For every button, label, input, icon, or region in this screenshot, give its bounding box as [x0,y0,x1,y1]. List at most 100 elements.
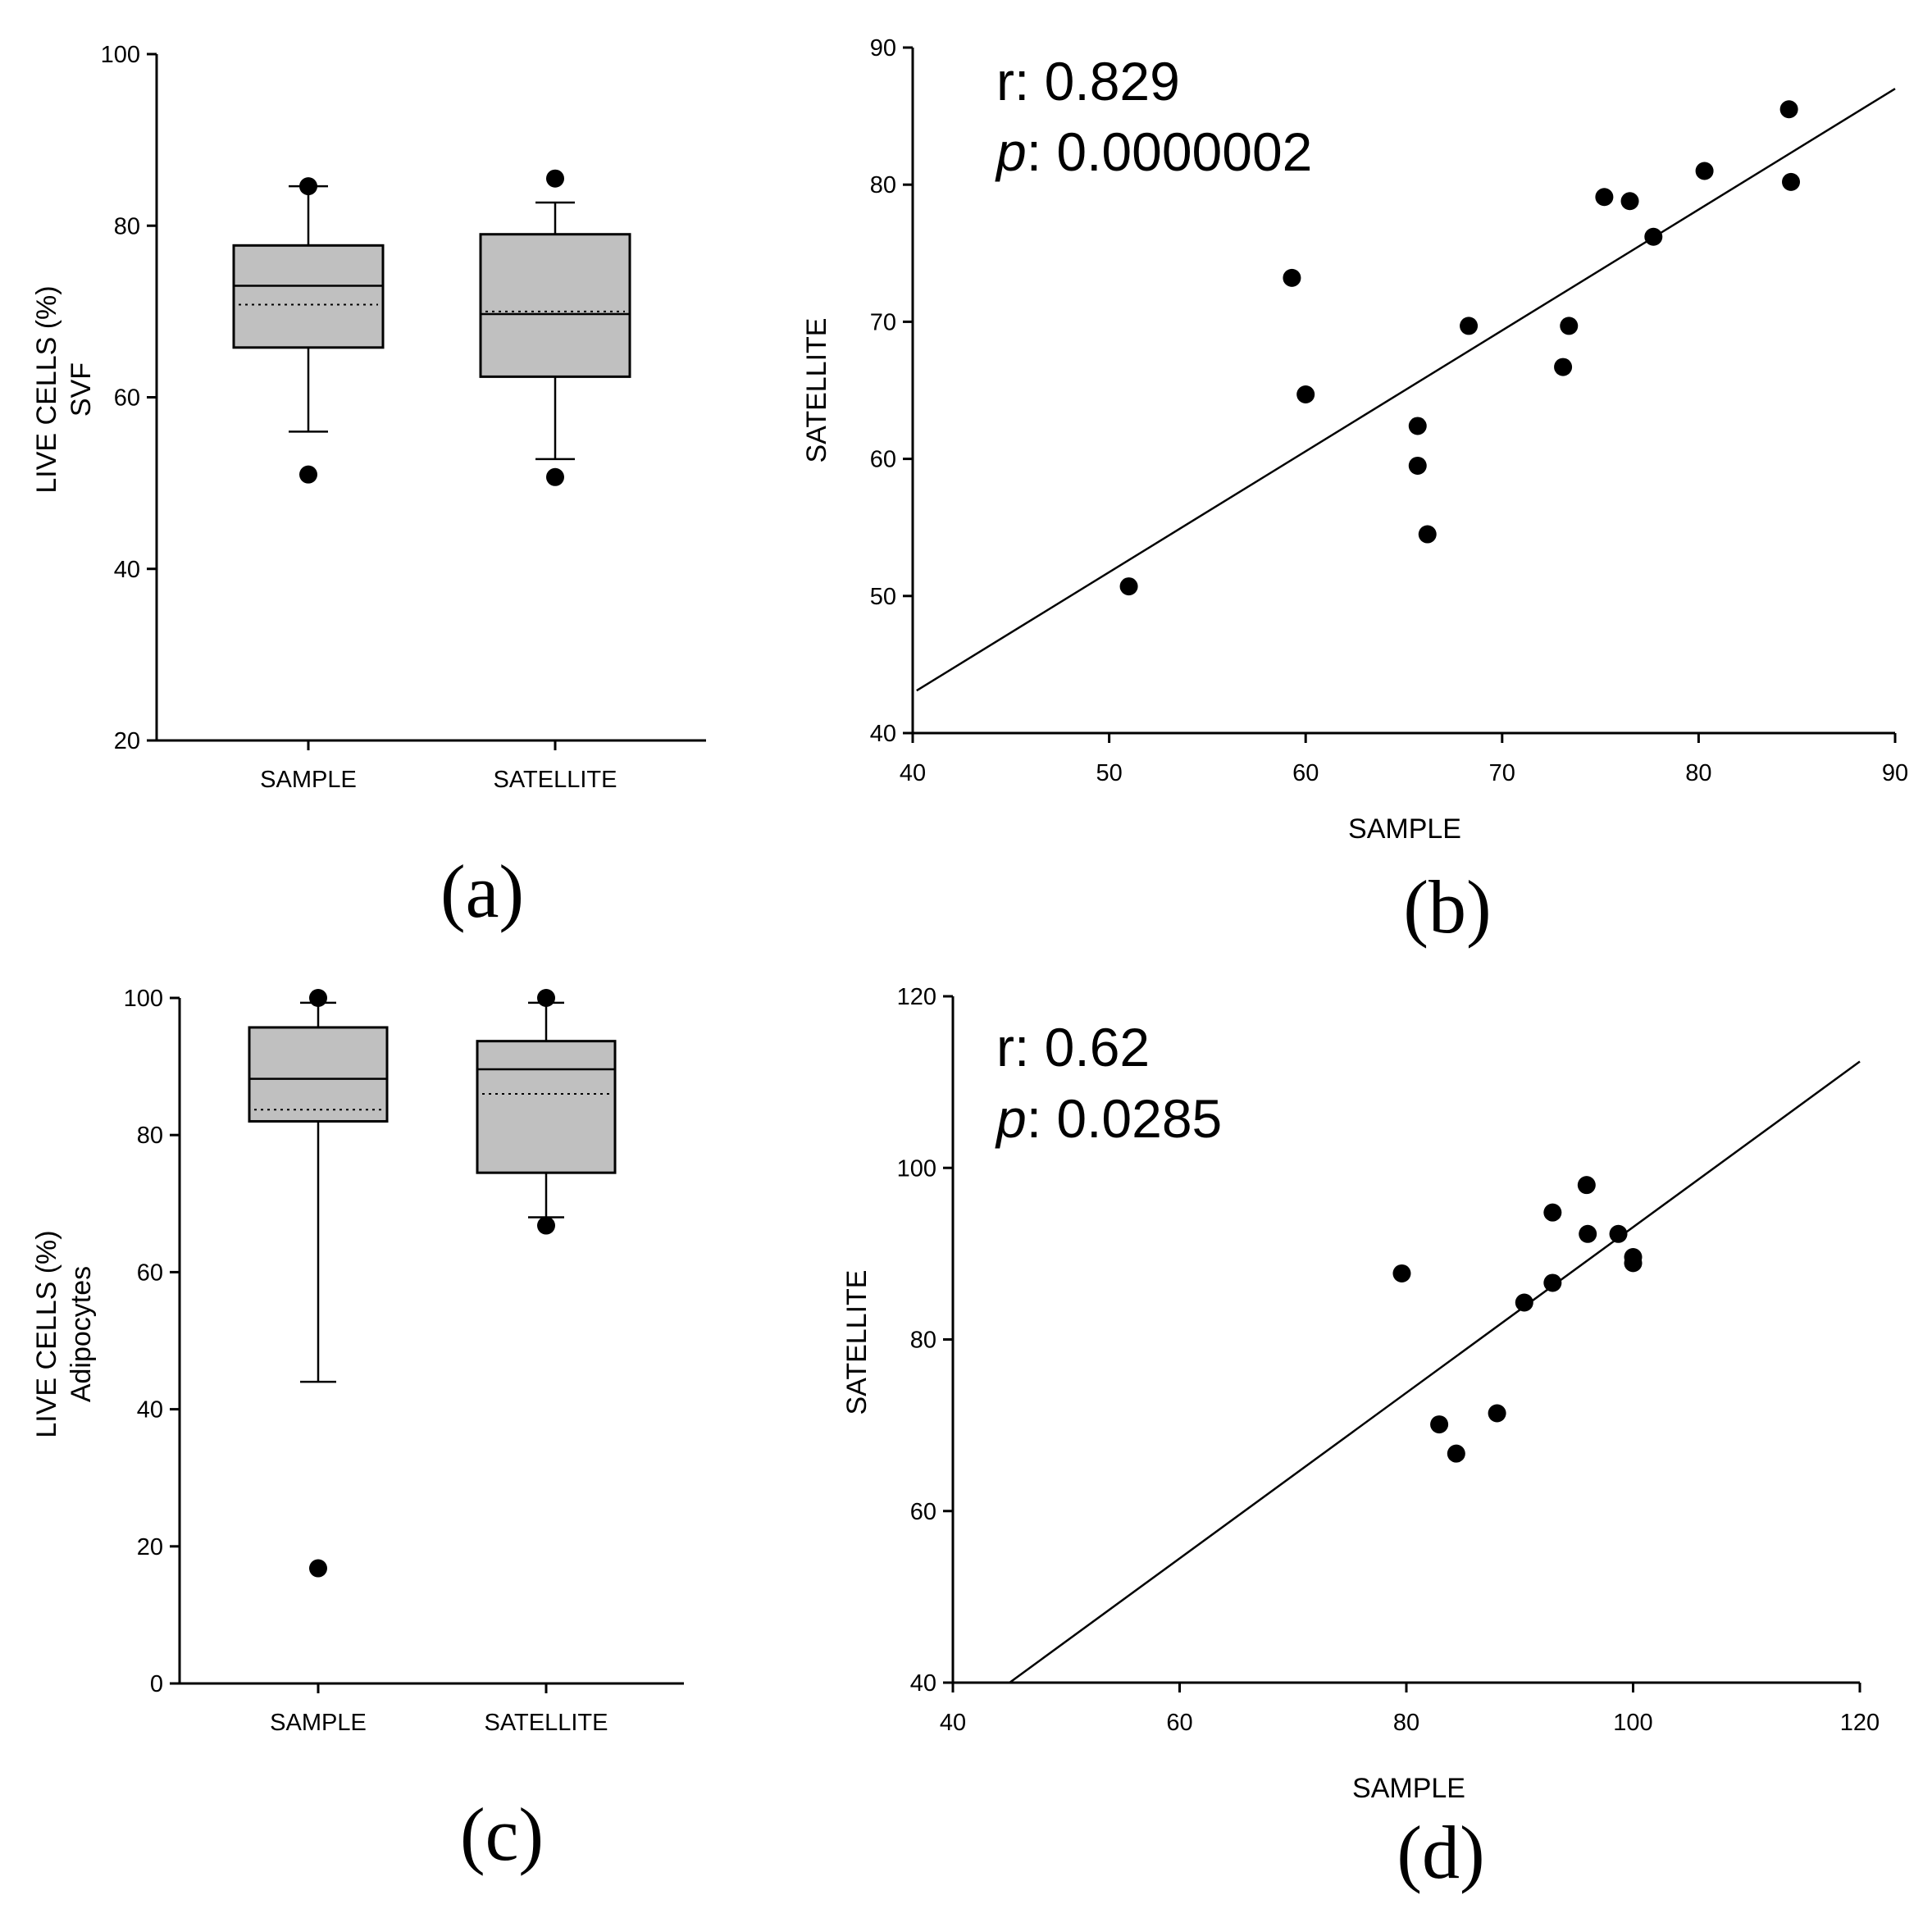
panel-d-scatter-plot: SAMPLE SATELLITE r: 0.62 p: 0.0285 (d) 4… [841,984,1880,1894]
y-tick-label: 80 [137,1123,163,1149]
scatter-point [1609,1224,1628,1243]
x-tick-label: 40 [900,760,926,786]
x-tick-label: 60 [1166,1710,1192,1736]
scatter-point [1392,1264,1411,1282]
panel-b-p-symbol: p [995,121,1027,182]
scatter-point [1579,1224,1597,1243]
scatter-point [1119,577,1138,596]
x-category-label: SAMPLE [260,767,357,793]
panel-b-r-annotation: r: 0.829 [996,51,1180,112]
scatter-point [1460,317,1479,335]
scatter-point [1296,385,1315,404]
outlier-point [299,177,317,196]
scatter-point [1430,1415,1449,1434]
panel-d-ylabel: SATELLITE [841,1270,873,1415]
scatter-point [1560,317,1579,335]
scatter-point [1779,100,1798,119]
panel-b-p-annotation: p: 0.0000002 [995,121,1312,182]
x-category-label: SATELLITE [485,1710,608,1736]
x-category-label: SATELLITE [494,767,617,793]
panel-a-caption: (a) [440,850,524,933]
scatter-point [1408,417,1427,435]
scatter-point [1644,227,1663,246]
outlier-point [309,989,327,1007]
panel-c-box-plot: LIVE CELLS (%) Adipocytes (c) 0 20 40 60 80 1… [31,986,684,1876]
panel-b-caption: (b) [1403,865,1491,949]
y-tick-label: 40 [114,557,140,583]
scatter-point [1543,1203,1562,1222]
scatter-point [1447,1444,1465,1463]
panel-d-p-symbol: p [995,1088,1027,1149]
x-tick-label: 60 [1292,760,1319,786]
panel-c-caption: (c) [460,1793,544,1876]
scatter-point [1782,172,1801,191]
scatter-point [1515,1293,1533,1312]
x-category-label: SAMPLE [270,1710,367,1736]
iqr-box [248,1026,389,1123]
y-tick-label: 40 [137,1397,163,1424]
y-tick-label: 60 [910,1499,936,1525]
panel-d-caption: (d) [1397,1811,1484,1894]
panel-d-xlabel: SAMPLE [1352,1773,1465,1804]
iqr-box [476,1040,617,1174]
y-tick-label: 90 [870,35,896,61]
x-tick-label: 70 [1489,760,1515,786]
panel-a-box-plot: LIVE CELLS (%) SVF (a) 20 40 60 80 100 SAMPLE… [31,42,706,933]
y-tick-label: 40 [870,721,896,747]
x-tick-label: 100 [1613,1710,1652,1736]
scatter-point [1695,162,1714,180]
y-tick-label: 80 [870,172,896,198]
y-tick-label: 0 [150,1671,163,1697]
panel-b-p-value: : 0.0000002 [1027,121,1313,182]
scatter-point [1418,525,1437,544]
panel-c-ylabel-line1: LIVE CELLS (%) [31,1230,62,1437]
panel-d-p-annotation: p: 0.0285 [995,1088,1222,1149]
outlier-point [309,1559,327,1578]
panel-b-scatter-plot: SAMPLE SATELLITE r: 0.829 p: 0.0000002 (… [801,35,1908,949]
iqr-box [232,244,385,349]
panel-c-ylabel-line2: Adipocytes [66,1266,97,1402]
y-tick-label: 80 [114,213,140,239]
panel-b-xlabel: SAMPLE [1348,813,1461,845]
y-tick-label: 70 [870,309,896,335]
y-tick-label: 20 [114,728,140,754]
scatter-point [1283,268,1301,287]
y-tick-label: 20 [137,1534,163,1560]
x-tick-label: 90 [1882,760,1908,786]
y-tick-label: 120 [897,984,936,1010]
y-tick-label: 100 [101,42,140,68]
scatter-point [1620,192,1639,211]
scatter-point [1624,1254,1643,1273]
outlier-point [537,1216,555,1235]
panel-d-r-annotation: r: 0.62 [996,1017,1150,1077]
x-tick-label: 120 [1840,1710,1880,1736]
y-tick-label: 80 [910,1328,936,1354]
y-tick-label: 100 [897,1155,936,1182]
x-tick-label: 80 [1393,1710,1419,1736]
y-tick-label: 60 [114,385,140,412]
scatter-point [1408,456,1427,475]
iqr-box [479,233,631,378]
outlier-point [546,467,564,486]
x-tick-label: 50 [1096,760,1122,786]
panel-b-ylabel: SATELLITE [801,318,832,463]
scatter-point [1543,1273,1562,1292]
scatter-point [1577,1176,1596,1195]
y-tick-label: 100 [124,986,163,1012]
panel-a-ylabel-line2: SVF [66,362,97,417]
regression-line [916,88,1896,692]
y-tick-label: 60 [137,1260,163,1286]
regression-line [1009,1060,1861,1684]
scatter-point [1488,1404,1506,1423]
outlier-point [537,989,555,1007]
scatter-point [1595,188,1614,207]
outlier-point [299,465,317,484]
y-tick-label: 60 [870,447,896,473]
outlier-point [546,169,564,188]
y-tick-label: 40 [910,1670,936,1697]
y-tick-label: 50 [870,584,896,610]
x-tick-label: 80 [1685,760,1711,786]
scatter-point [1554,358,1573,376]
x-tick-label: 40 [940,1710,966,1736]
